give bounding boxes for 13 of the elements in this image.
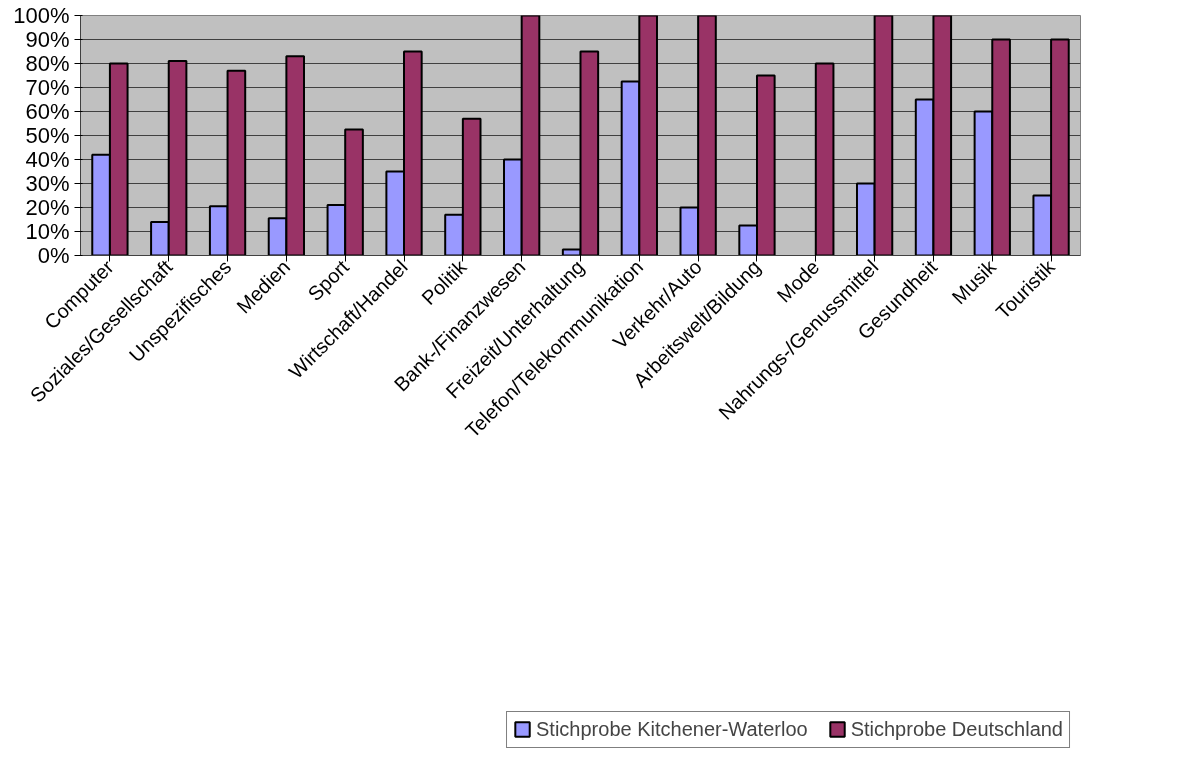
y-tick-label: 0% [37, 243, 70, 268]
y-tick-label: 50% [25, 123, 70, 148]
y-tick-label: 100% [13, 3, 70, 28]
y-tick-label: 20% [25, 195, 70, 220]
y-tick-label: 40% [25, 147, 70, 172]
y-tick-label: 10% [25, 219, 70, 244]
legend-label: Stichprobe Deutschland [850, 717, 1063, 741]
y-tick-label: 70% [25, 75, 70, 100]
y-tick-label: 80% [25, 51, 70, 76]
y-tick-label: 60% [25, 99, 70, 124]
y-tick-label: 30% [25, 171, 70, 196]
legend-label: Stichprobe Kitchener-Waterloo [536, 717, 808, 741]
y-tick-label: 90% [25, 27, 70, 52]
